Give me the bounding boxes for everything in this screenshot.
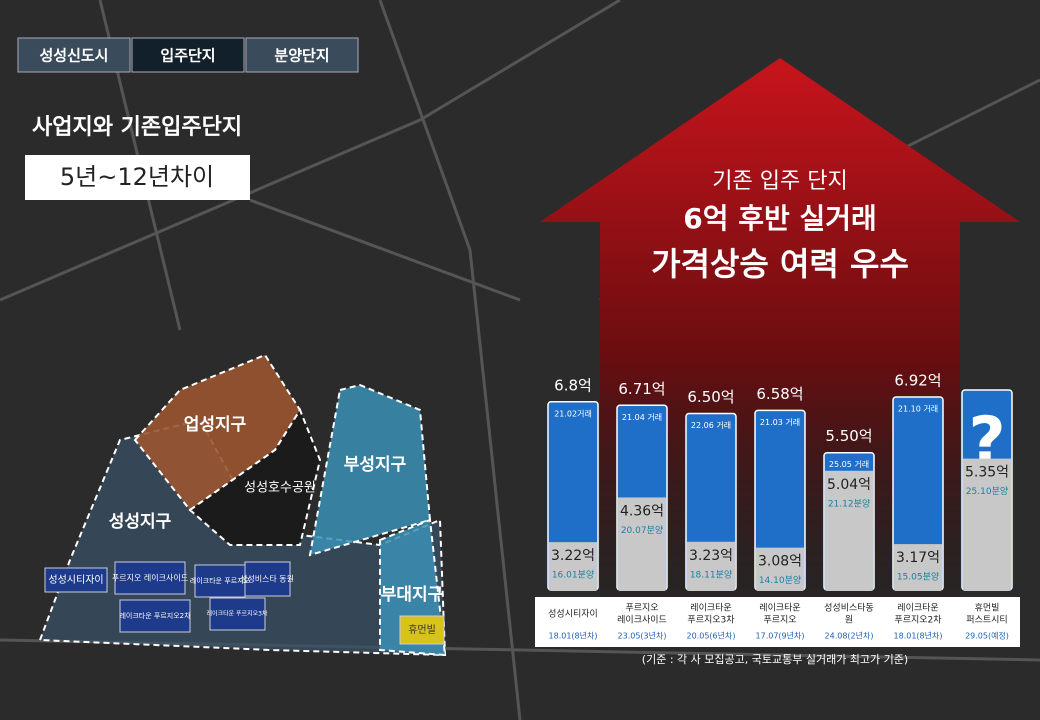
date-label: 20.05(6년차)	[687, 631, 736, 641]
x-tick-label: 성성비스타동	[824, 603, 874, 614]
x-tick-label: 레이크사이드	[617, 615, 667, 626]
bar-note: 22.06 거래	[691, 421, 731, 430]
value-label: 3.23억	[689, 548, 733, 564]
x-tick-label: 레이크타운	[690, 603, 731, 614]
tab-label: 입주단지	[160, 47, 215, 65]
badge-box	[25, 155, 250, 200]
bar-note: 20.07분양	[621, 525, 663, 536]
district-label: 부대지구	[381, 585, 444, 605]
site-label: 성성비스타 동원	[240, 575, 294, 584]
bar-note: 21.02거래	[554, 409, 592, 418]
district-label: 업성지구	[184, 415, 247, 435]
bar-note: 14.10분양	[759, 575, 801, 586]
site-label: 레이크타운 푸르지오2차	[119, 611, 191, 620]
value-label: 6.71억	[618, 380, 665, 398]
headline: 사업지와 기존입주단지	[32, 115, 242, 140]
date-label: 23.05(3년차)	[618, 631, 667, 641]
value-label: 6.92억	[894, 372, 941, 390]
site-label: 푸르지오 레이크사이드	[112, 573, 188, 583]
footnote: (기준 : 각 사 모집공고, 국토교통부 실거래가 최고가 기준)	[642, 653, 908, 666]
site-boxes	[44, 561, 445, 645]
bar	[825, 470, 873, 590]
label-panel	[535, 597, 1020, 647]
x-tick-label: 푸르지오3차	[687, 614, 735, 626]
bar	[894, 544, 942, 590]
badge: 5년~12년차이	[60, 163, 214, 191]
arrow-text: 가격상승 여력 우수	[651, 245, 909, 283]
value-label: 6.58억	[756, 385, 803, 403]
value-label: 6.8억	[554, 376, 592, 394]
tab[interactable]	[17, 37, 131, 73]
district-outlines	[38, 353, 447, 657]
date-label: 17.07(9년차)	[756, 631, 805, 641]
district-label: 부성지구	[344, 455, 407, 475]
tab[interactable]	[245, 37, 359, 73]
value-label: 3.08억	[758, 554, 802, 570]
x-tick-label: 퍼스트시티	[966, 615, 1007, 626]
bar	[618, 497, 666, 590]
value-label: 5.04억	[827, 477, 871, 493]
date-label: 18.01(8년차)	[549, 631, 598, 641]
tab-label: 분양단지	[274, 47, 329, 65]
bar	[963, 458, 1011, 590]
bar-note: 16.01분양	[552, 570, 594, 581]
x-tick-label: 원	[845, 615, 853, 626]
bar-note: 21.03 거래	[760, 418, 800, 427]
x-tick-label: 휴먼빌	[975, 603, 1000, 614]
x-tick-label: 푸르지오	[763, 615, 796, 626]
value-label: 4.36억	[620, 503, 664, 519]
x-tick-label: 레이크타운	[897, 603, 938, 614]
x-tick-label: 성성시티자이	[548, 609, 598, 620]
bar-note: 21.04 거래	[622, 413, 662, 422]
arrow-text: 6억 후반 실거래	[683, 202, 877, 235]
x-tick-label: 푸르지오	[625, 603, 658, 614]
value-label: 3.22억	[551, 548, 595, 564]
bar	[756, 547, 804, 590]
tab[interactable]	[131, 37, 245, 73]
bar	[549, 542, 597, 590]
bar-note: 18.11분양	[690, 569, 732, 580]
value-label: 6.50억	[687, 388, 734, 406]
date-label: 24.08(2년차)	[825, 631, 874, 641]
bar-note: 25.10분양	[966, 486, 1008, 497]
arrow-text: 기존 입주 단지	[712, 169, 847, 194]
site-label: 성성시티자이	[48, 574, 103, 586]
date-label: 18.01(8년차)	[894, 631, 943, 641]
bar	[687, 541, 735, 590]
value-label: 5.50억	[825, 427, 872, 445]
x-tick-label: 푸르지오2차	[894, 614, 942, 626]
site-label: 휴먼빌	[408, 624, 436, 636]
site-label: 레이크타운 푸르지오	[190, 576, 251, 585]
bar-note: 25.05 거래	[829, 460, 869, 469]
value-label: 3.17억	[896, 550, 940, 566]
value-label: 5.35억	[965, 465, 1009, 481]
bar-note: 15.05분양	[897, 572, 939, 583]
district-label: 성성지구	[109, 512, 172, 532]
park-label: 성성호수공원	[244, 481, 316, 496]
bar-note: 21.12분양	[828, 498, 870, 509]
tab-label: 성성신도시	[39, 47, 108, 65]
site-label: 레이크타운 푸르지오3차	[207, 610, 268, 618]
bar-note: 21.10 거래	[898, 405, 938, 414]
date-label: 29.05(예정)	[965, 631, 1009, 641]
x-tick-label: 레이크타운	[759, 603, 800, 614]
